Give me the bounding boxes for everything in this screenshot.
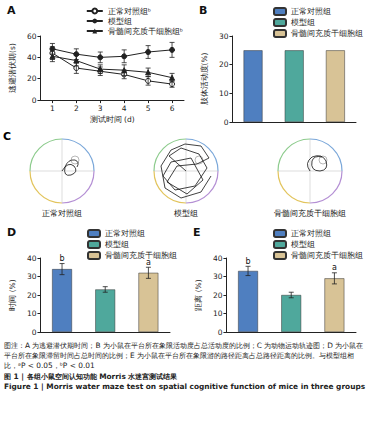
svg-text:骨髓间充质干细胞组: 骨髓间充质干细胞组	[105, 251, 177, 260]
svg-text:D: D	[7, 226, 16, 239]
svg-text:40: 40	[213, 254, 223, 263]
svg-text:正常对照组: 正常对照组	[291, 7, 331, 16]
svg-text:10: 10	[219, 89, 229, 98]
html-text:骨髓间充质干细胞组: 骨髓间充质干细胞组	[274, 209, 346, 218]
svg-text:A: A	[7, 4, 16, 17]
svg-text:B: B	[199, 4, 207, 17]
svg-text:1: 1	[50, 104, 55, 113]
html-text:图 1 | 各组小鼠空间认知功能 Morris 水迷宫测试结: 图 1 | 各组小鼠空间认知功能 Morris 水迷宫测试结果	[4, 372, 178, 382]
svg-text:30: 30	[213, 272, 223, 281]
html-text:正常对照组: 正常对照组	[42, 209, 82, 218]
svg-text:骨髓间充质干细胞组ᵇ: 骨髓间充质干细胞组ᵇ	[108, 27, 183, 36]
svg-text:40: 40	[27, 53, 37, 62]
svg-text:时间 (%): 时间 (%)	[8, 279, 17, 310]
svg-text:模型组: 模型组	[291, 18, 315, 27]
svg-text:20: 20	[219, 60, 229, 69]
html-text:图注：A 为逃避潜伏期时间；B 为小鼠在平台所在象限活动度占: 图注：A 为逃避潜伏期时间；B 为小鼠在平台所在象限活动度占总活动度的比例；C …	[4, 341, 364, 370]
svg-text:b: b	[59, 254, 64, 263]
svg-text:20: 20	[213, 291, 223, 300]
svg-text:60: 60	[27, 32, 37, 41]
svg-text:正常对照组: 正常对照组	[291, 229, 331, 238]
svg-text:骨髓间充质干细胞组: 骨髓间充质干细胞组	[291, 29, 363, 38]
svg-text:2: 2	[74, 104, 79, 113]
svg-text:30: 30	[27, 272, 37, 281]
svg-text:3: 3	[98, 104, 103, 113]
svg-text:40: 40	[27, 254, 37, 263]
svg-text:b: b	[245, 257, 250, 266]
svg-text:模型组: 模型组	[108, 17, 132, 26]
html-text:模型组: 模型组	[174, 209, 198, 218]
svg-text:10: 10	[213, 309, 223, 318]
svg-text:20: 20	[27, 291, 37, 300]
svg-text:0: 0	[32, 328, 37, 337]
svg-text:0: 0	[224, 118, 229, 127]
svg-text:E: E	[193, 226, 201, 239]
svg-text:a: a	[146, 258, 151, 267]
svg-text:0: 0	[32, 96, 37, 105]
svg-text:肢体活动度(%): 肢体活动度(%)	[200, 52, 209, 105]
svg-text:4: 4	[122, 104, 127, 113]
svg-text:正常对照组ᵇ: 正常对照组ᵇ	[108, 7, 151, 16]
svg-text:10: 10	[27, 309, 37, 318]
svg-text:a: a	[332, 263, 337, 272]
html-text:C: C	[3, 130, 12, 143]
html-text:Figure 1 | Morris water maze t: Figure 1 | Morris water maze test on spa…	[4, 382, 366, 392]
svg-text:正常对照组: 正常对照组	[105, 229, 145, 238]
svg-text:逃避潜伏期(s): 逃避潜伏期(s)	[8, 43, 17, 93]
svg-text:骨髓间充质干细胞组: 骨髓间充质干细胞组	[291, 251, 363, 260]
svg-text:模型组: 模型组	[291, 240, 315, 249]
svg-text:测试时间 (d): 测试时间 (d)	[90, 115, 135, 124]
svg-text:距离 (%): 距离 (%)	[194, 279, 203, 310]
svg-text:5: 5	[146, 104, 151, 113]
svg-text:20: 20	[27, 74, 37, 83]
svg-text:6: 6	[170, 104, 175, 113]
svg-text:0: 0	[218, 328, 223, 337]
svg-text:30: 30	[219, 32, 229, 41]
svg-text:模型组: 模型组	[105, 240, 129, 249]
